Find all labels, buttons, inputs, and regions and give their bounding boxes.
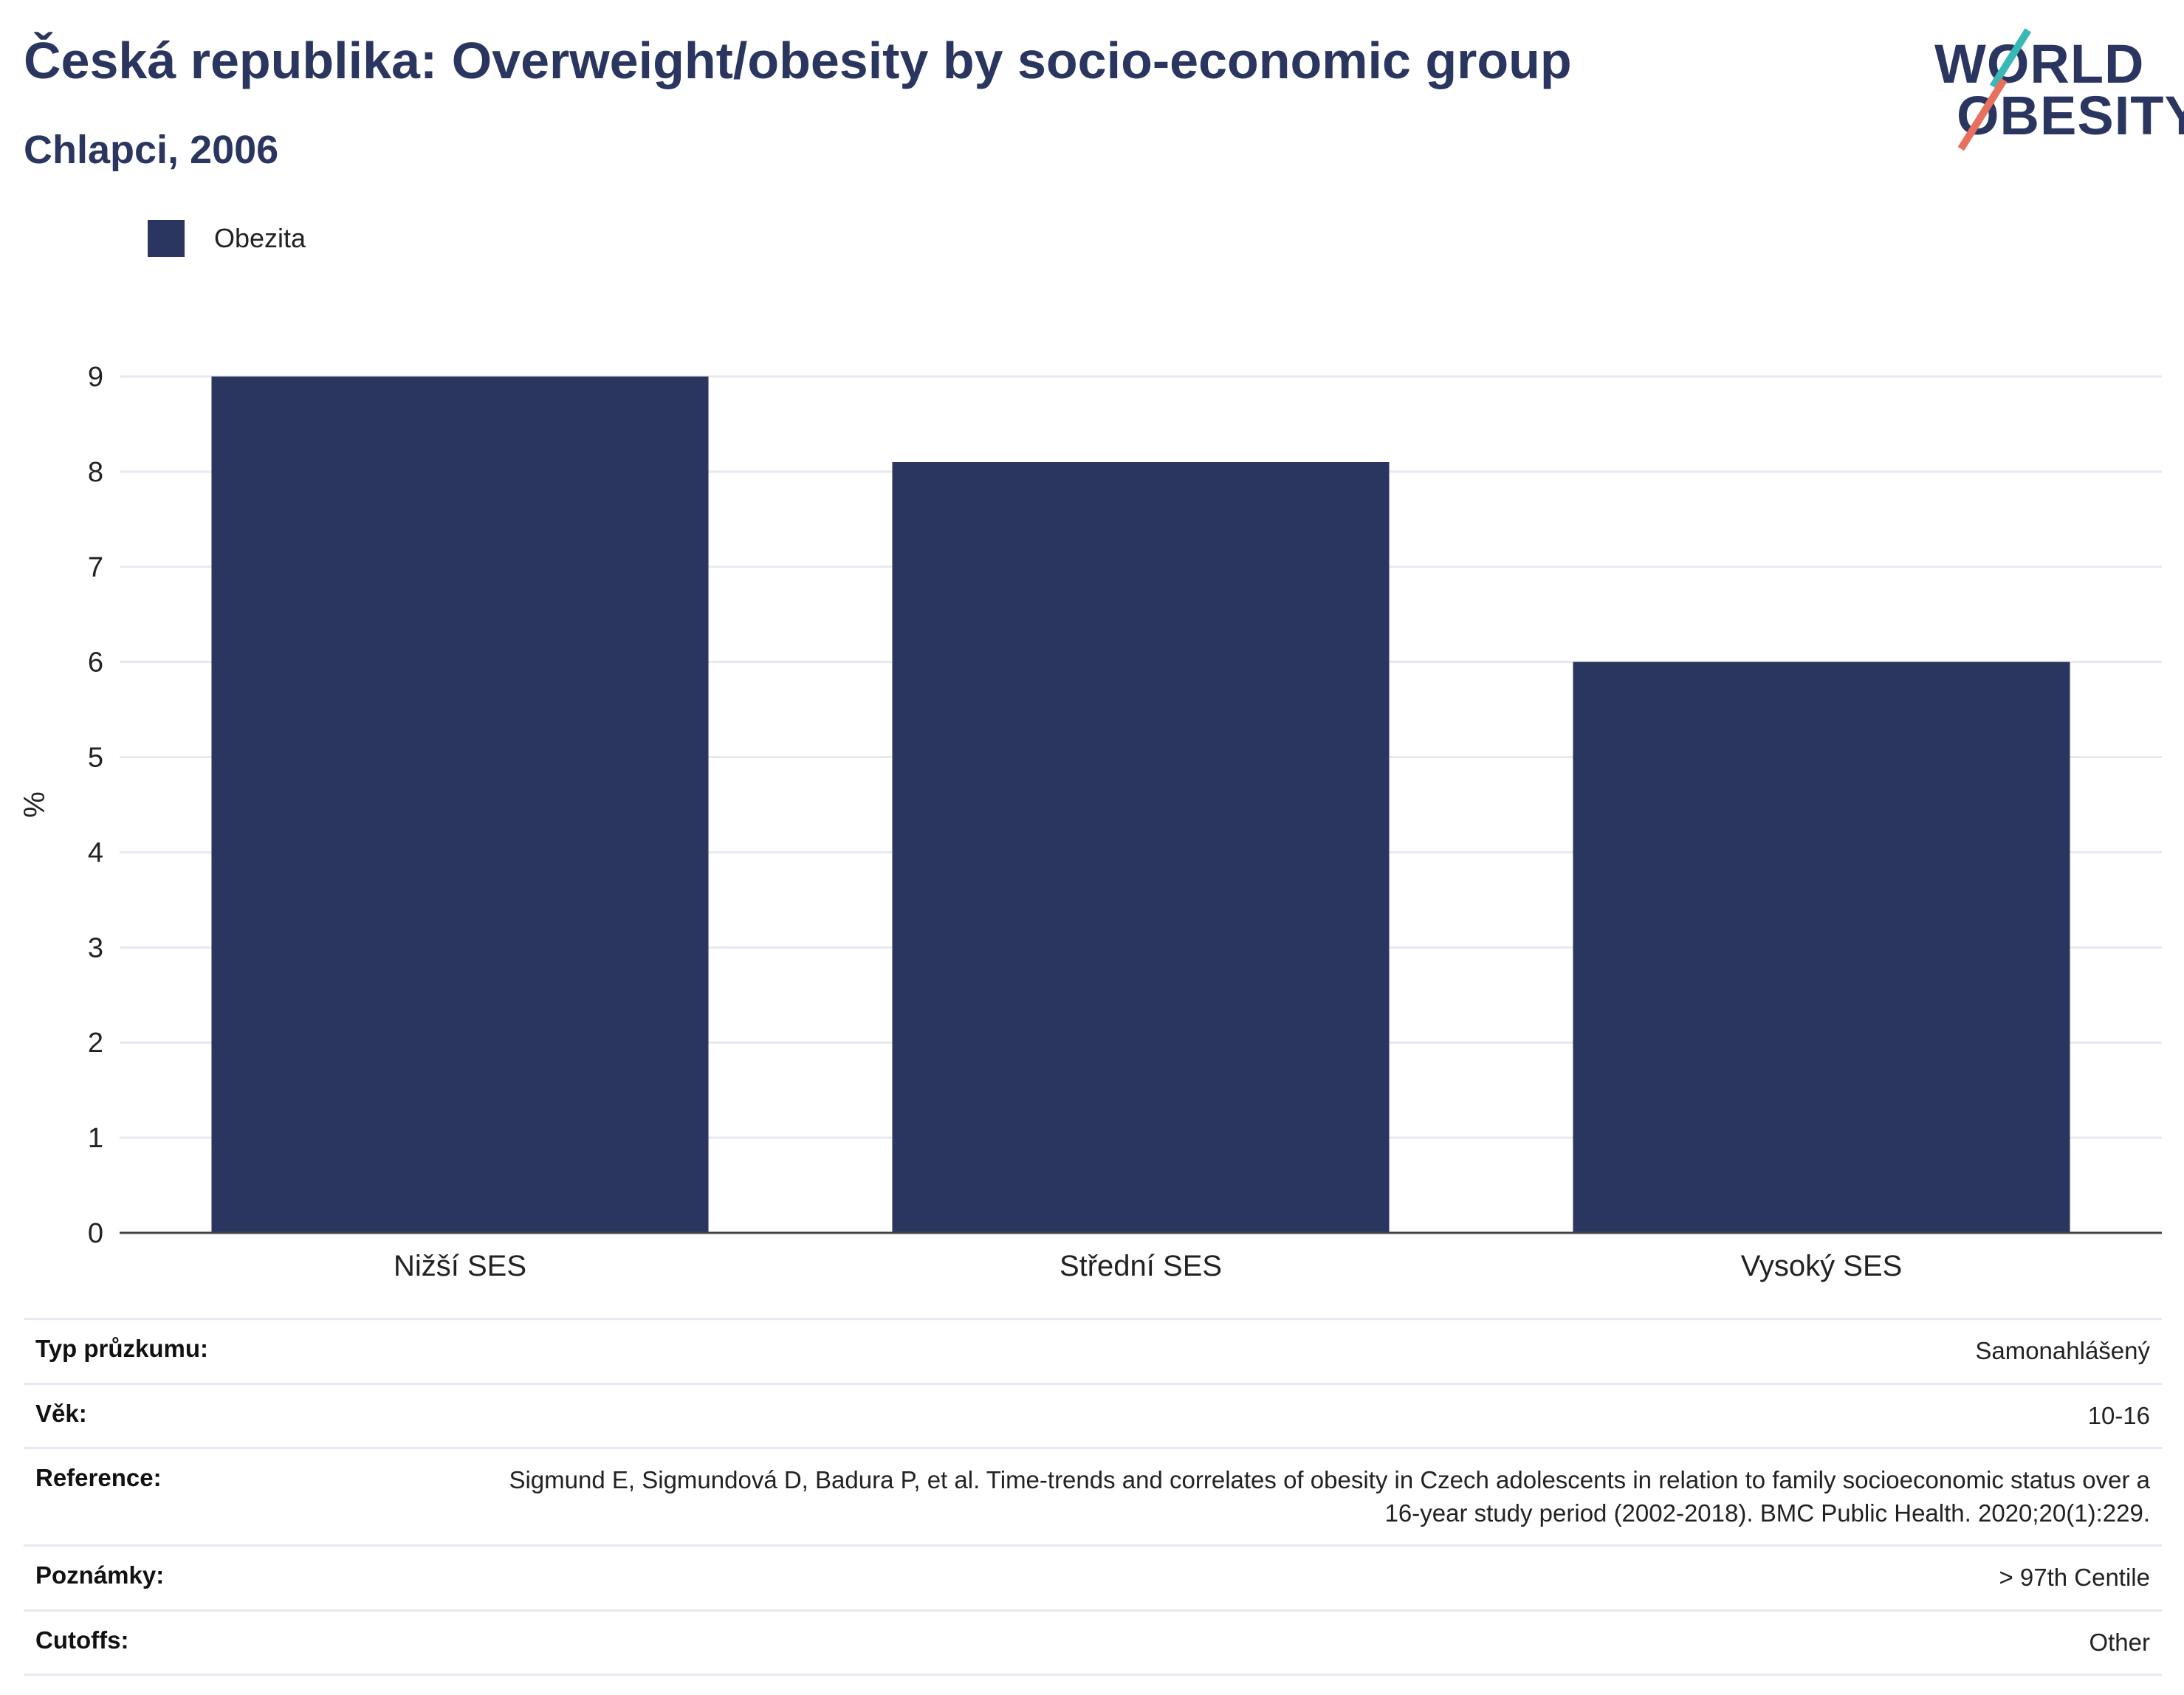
info-row: Typ průzkumu: Samonahlášený — [24, 1318, 2162, 1384]
y-tick-label: 3 — [88, 932, 103, 963]
chart-subtitle: Chlapci, 2006 — [24, 128, 279, 172]
bar[interactable] — [1573, 661, 2070, 1233]
bars — [211, 377, 2070, 1233]
bar-chart: 0 1 2 3 4 5 6 7 8 9 Nižší SES Střední SES Vysoký SE… — [18, 362, 2162, 1282]
x-tick-label: Nižší SES — [394, 1250, 526, 1282]
info-key: Reference: — [24, 1447, 490, 1546]
chart-title: Česká republika: Overweight/obesity by s… — [24, 32, 1572, 89]
info-value: > 97th Centile — [490, 1544, 2162, 1611]
y-axis-label: % — [18, 791, 51, 818]
legend-swatch — [148, 220, 185, 257]
info-row: Reference: Sigmund E, Sigmundová D, Badur… — [24, 1447, 2162, 1546]
x-tick-label: Vysoký SES — [1741, 1250, 1903, 1282]
y-tick-label: 7 — [88, 552, 103, 583]
bar[interactable] — [892, 462, 1390, 1233]
info-key: Věk: — [24, 1382, 490, 1448]
y-tick-label: 1 — [88, 1123, 103, 1154]
info-row: Věk: 10-16 — [24, 1382, 2162, 1448]
x-tick-labels: Nižší SES Střední SES Vysoký SES — [394, 1250, 1902, 1282]
info-table: Typ průzkumu: Samonahlášený Věk: 10-16 Refer… — [24, 1318, 2162, 1677]
info-value: Samonahlášený — [490, 1318, 2162, 1384]
info-row: Poznámky: > 97th Centile — [24, 1544, 2162, 1611]
y-tick-label: 8 — [88, 457, 103, 488]
bar[interactable] — [211, 377, 709, 1233]
y-tick-label: 6 — [88, 647, 103, 678]
info-key: Poznámky: — [24, 1544, 490, 1611]
info-value: Sigmund E, Sigmundová D, Badura P, et al… — [490, 1447, 2162, 1546]
info-row: Cutoffs: Other — [24, 1609, 2162, 1677]
info-value: Other — [490, 1609, 2162, 1677]
y-tick-label: 0 — [88, 1218, 103, 1249]
info-key: Typ průzkumu: — [24, 1318, 490, 1384]
logo-text-world: WORLD — [1934, 33, 2145, 94]
y-tick-label: 4 — [88, 837, 103, 868]
info-key: Cutoffs: — [24, 1609, 490, 1677]
legend-label: Obezita — [214, 223, 306, 253]
y-tick-label: 2 — [88, 1028, 103, 1059]
y-tick-label: 9 — [88, 362, 103, 393]
legend[interactable]: Obezita — [148, 220, 306, 257]
world-obesity-logo: WORLD OBESITY — [1920, 22, 2184, 155]
y-tick-labels: 0 1 2 3 4 5 6 7 8 9 — [88, 362, 103, 1249]
x-tick-label: Střední SES — [1060, 1250, 1222, 1282]
y-tick-label: 5 — [88, 743, 103, 774]
info-value: 10-16 — [490, 1382, 2162, 1448]
